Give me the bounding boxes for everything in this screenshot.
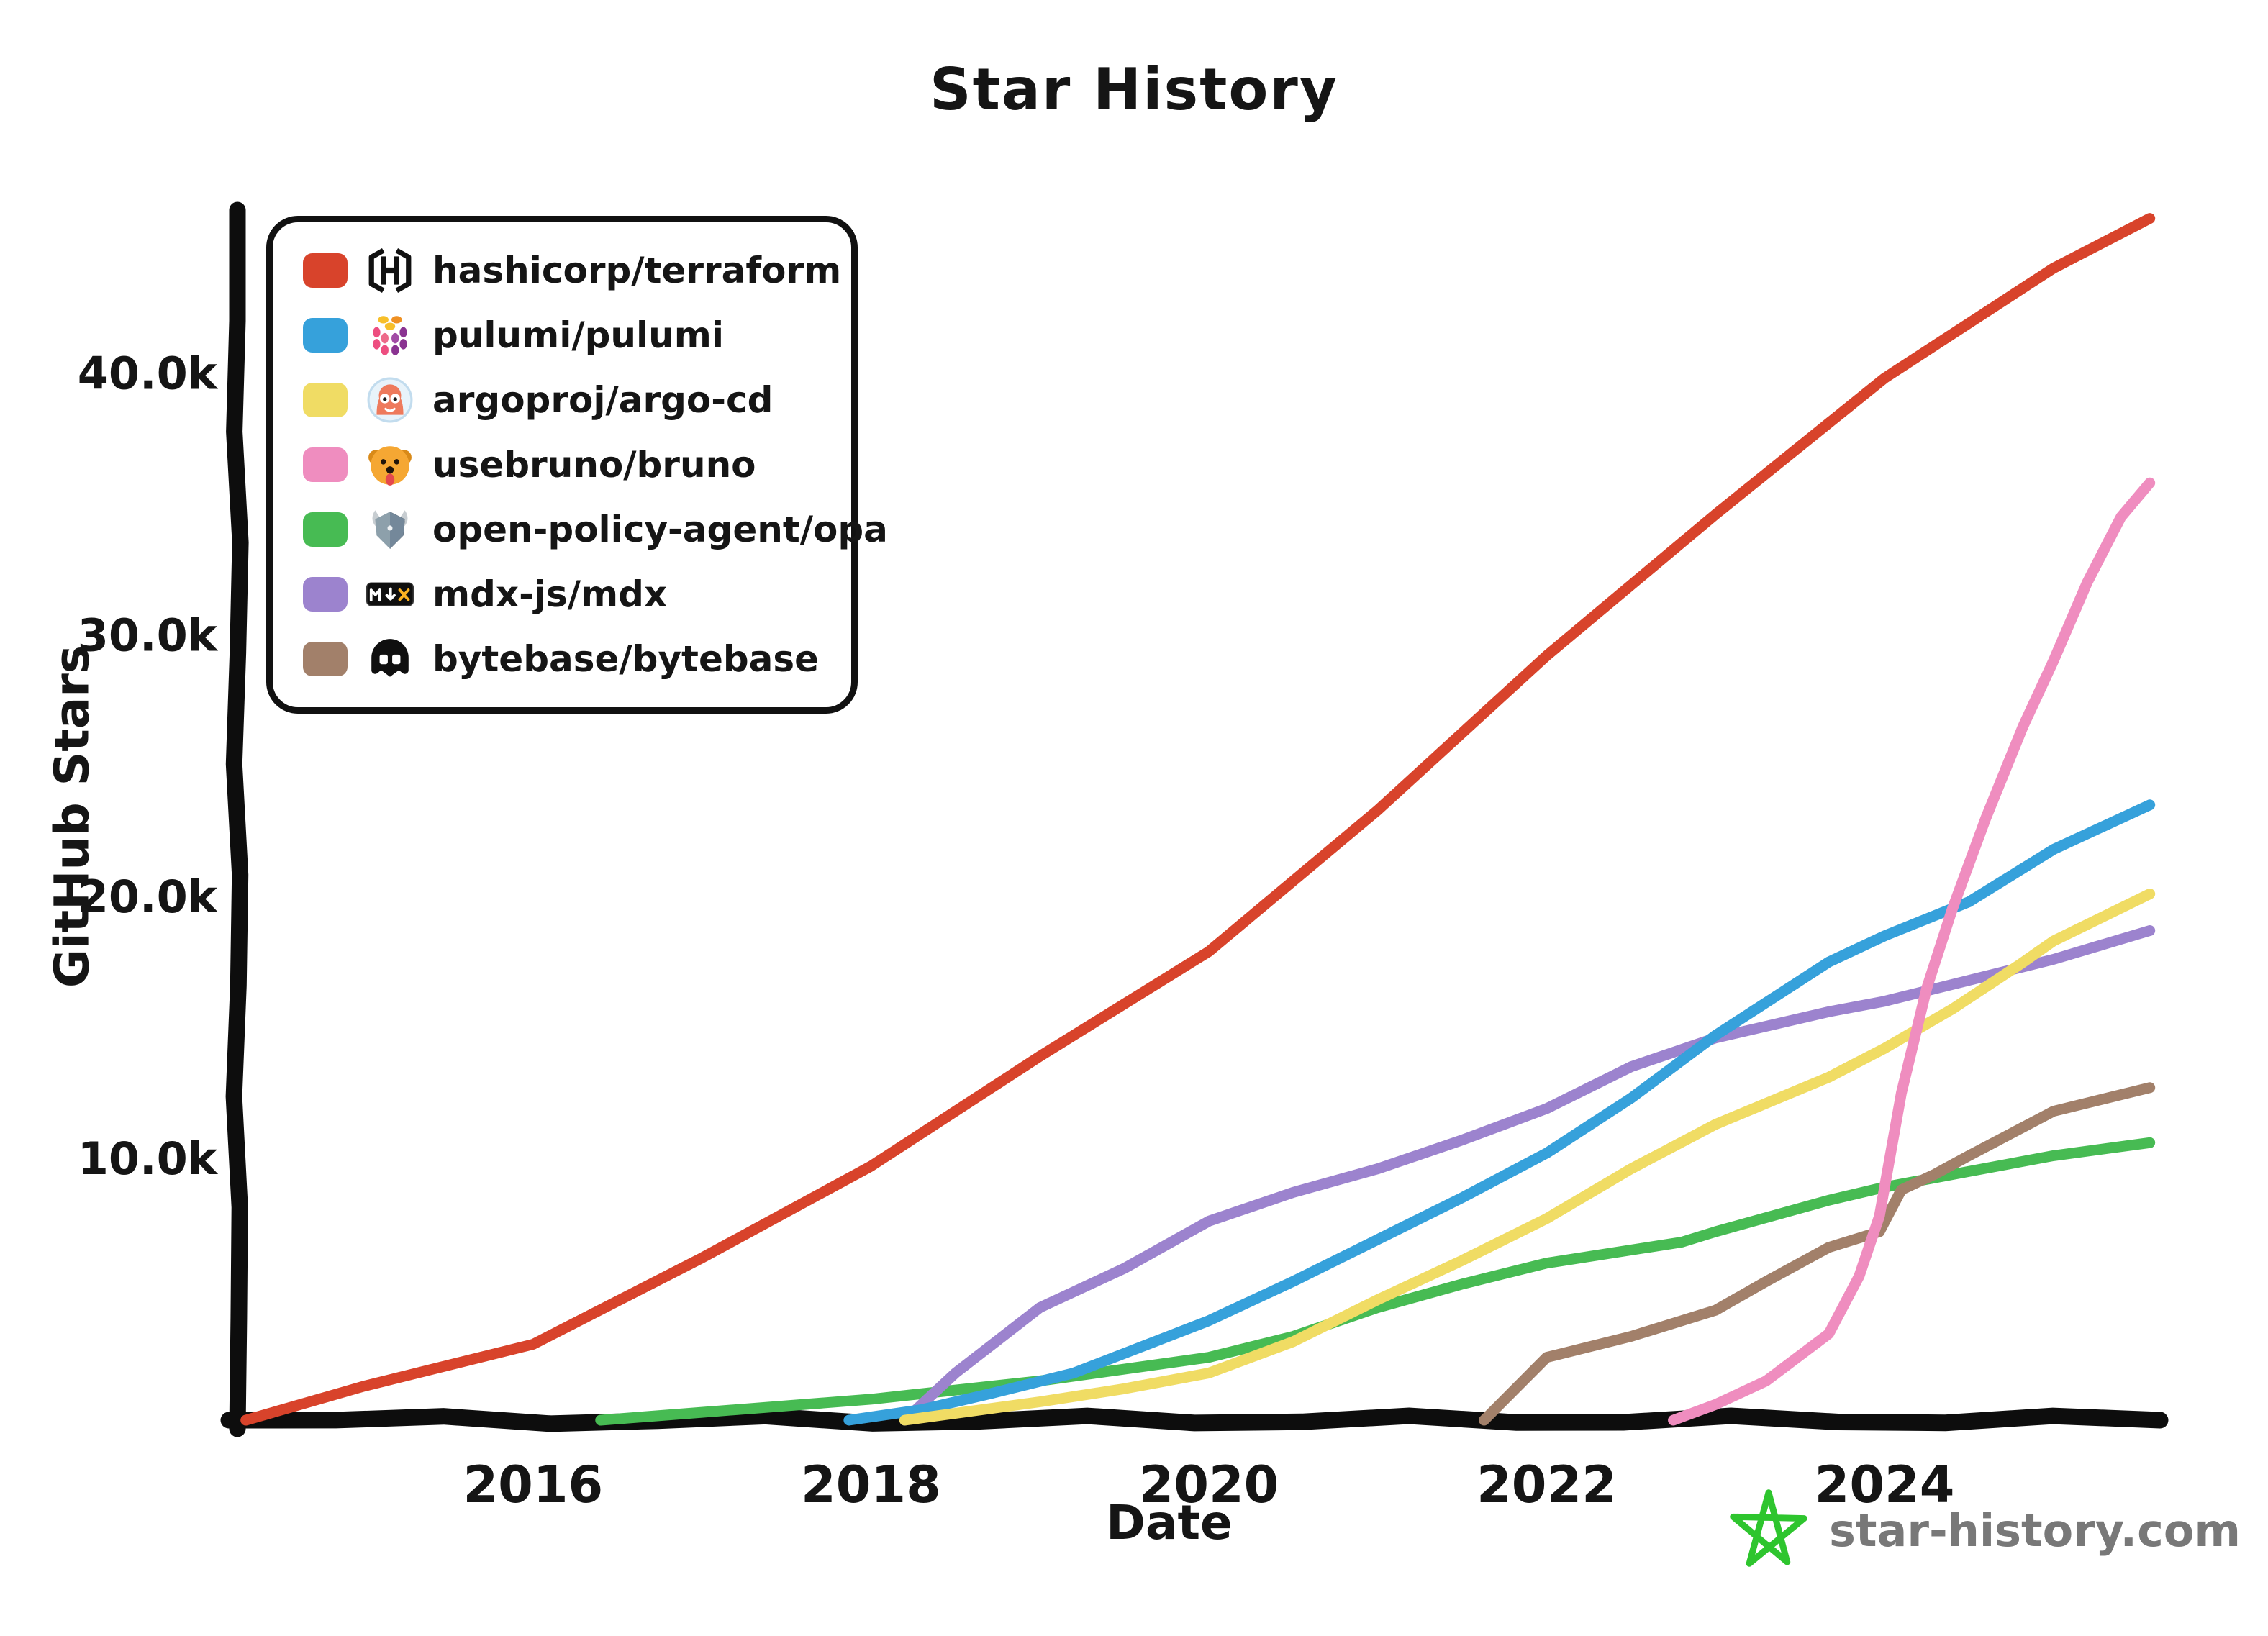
legend: hashicorp/terraform pulumi/pulumi argoproj… (266, 216, 888, 714)
legend-swatch (303, 383, 348, 417)
legend-swatch (303, 253, 348, 288)
bruno-icon (366, 441, 414, 488)
y-axis-line (225, 201, 249, 1437)
mdx-icon (366, 571, 414, 618)
series-line-argoproj-argo-cd (899, 889, 2156, 1426)
y-axis-label: GitHub Stars (44, 645, 100, 989)
legend-label: mdx-js/mdx (432, 573, 668, 615)
legend-label: open-policy-agent/opa (432, 509, 888, 550)
legend-item: mdx-js/mdx (303, 571, 834, 618)
legend-label: hashicorp/terraform (432, 250, 842, 291)
legend-label: argoproj/argo-cd (432, 379, 774, 421)
x-axis-line (220, 1407, 2169, 1432)
chart-title: Star History (930, 56, 1338, 123)
series-line-pulumi-pulumi (843, 799, 2156, 1426)
y-tick-label: 20.0k (78, 871, 219, 923)
argo-icon (366, 376, 414, 424)
x-tick-label: 2018 (801, 1455, 941, 1514)
legend-item: argoproj/argo-cd (303, 376, 834, 424)
legend-item: bytebase/bytebase (303, 635, 834, 683)
footer-brand: star-history.com (1728, 1488, 2241, 1573)
legend-item: open-policy-agent/opa (303, 506, 888, 553)
bytebase-icon (366, 635, 414, 683)
legend-swatch (303, 318, 348, 353)
legend-item: hashicorp/terraform (303, 247, 841, 294)
legend-label: usebruno/bruno (432, 444, 756, 486)
footer-site-name: star-history.com (1829, 1504, 2241, 1557)
x-axis-label: Date (1106, 1495, 1233, 1550)
legend-label: bytebase/bytebase (432, 638, 820, 680)
legend-item: pulumi/pulumi (303, 312, 834, 359)
series-line-bytebase-bytebase (1479, 1082, 2156, 1426)
x-tick-label: 2016 (463, 1455, 603, 1514)
y-tick-label: 30.0k (78, 609, 219, 661)
legend-swatch (303, 642, 348, 676)
series-line-hashicorp-terraform (240, 213, 2156, 1426)
legend-item: usebruno/bruno (303, 441, 834, 488)
legend-swatch (303, 447, 348, 482)
star-history-logo-icon (1728, 1488, 1809, 1573)
y-tick-label: 10.0k (78, 1132, 219, 1185)
opa-icon (366, 506, 414, 553)
x-tick-label: 2020 (1139, 1455, 1279, 1514)
x-tick-label: 2024 (1815, 1455, 1955, 1514)
legend-swatch (303, 512, 348, 547)
y-tick-label: 40.0k (78, 347, 219, 399)
pulumi-icon (366, 312, 414, 359)
legend-label: pulumi/pulumi (432, 314, 724, 356)
hashicorp-icon (366, 247, 414, 294)
series-line-usebruno-bruno (1668, 477, 2156, 1426)
x-tick-label: 2022 (1477, 1455, 1617, 1514)
legend-swatch (303, 577, 348, 612)
